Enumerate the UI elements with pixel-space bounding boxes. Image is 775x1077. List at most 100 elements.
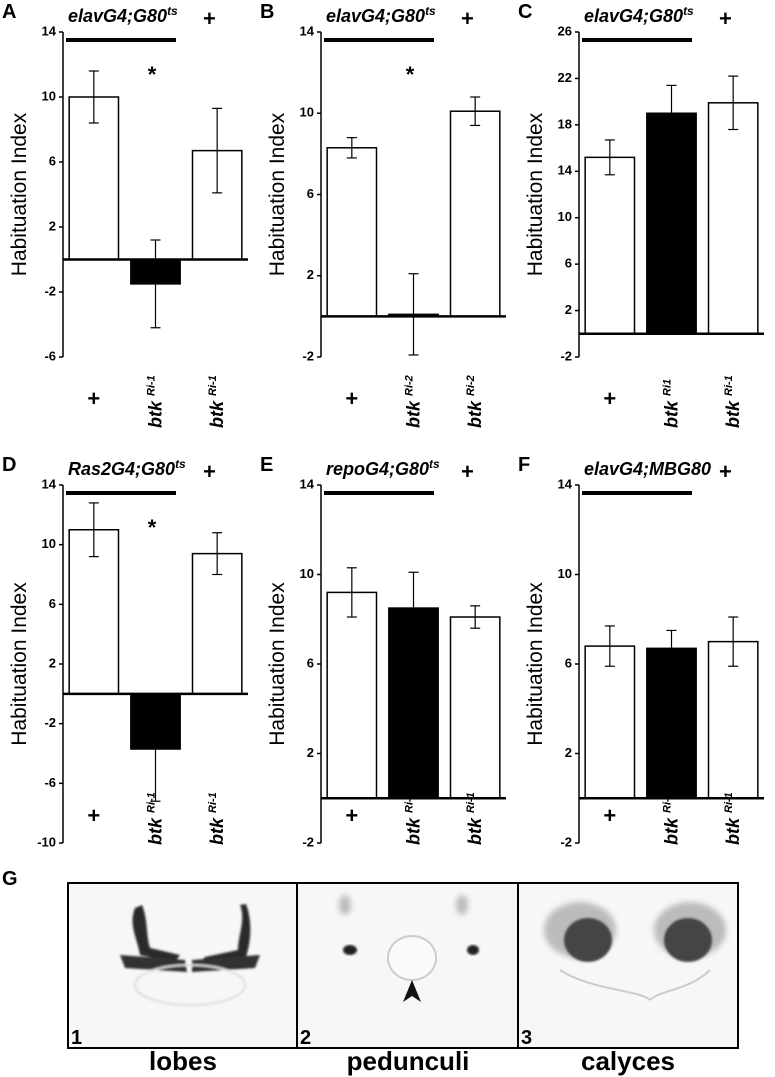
chart-title: elavG4;MBG80 <box>584 459 711 479</box>
bar <box>584 156 636 335</box>
title-superscript: ts <box>175 457 186 471</box>
title-text: elavG4;G80 <box>68 6 167 26</box>
y-tick-label: 14 <box>300 476 315 491</box>
x-tick-label: btk Ri-1 <box>465 792 485 845</box>
x-tick-label: btk Ri-1 <box>404 792 424 845</box>
chart-title: repoG4;G80ts <box>326 457 440 479</box>
y-tick-label: 2 <box>49 218 56 233</box>
title-suffix: + <box>203 459 216 484</box>
y-axis-label: Habituation Index <box>8 112 31 276</box>
x-tick-label: + <box>345 803 358 828</box>
x-tick-label: btk Ri1 <box>662 379 682 428</box>
y-tick-label: 2 <box>307 267 314 282</box>
image-caption: lobes <box>149 1046 217 1076</box>
y-tick-label: -2 <box>302 348 314 363</box>
y-tick-label: -6 <box>44 348 56 363</box>
x-tick-label: btk Ri-1 <box>207 375 227 428</box>
title-text: repoG4;G80 <box>326 459 429 479</box>
bar <box>646 647 697 800</box>
title-superscript: ts <box>425 4 436 18</box>
y-tick-label: -2 <box>302 834 314 849</box>
y-tick-label: 2 <box>565 302 572 317</box>
micrograph-calyces <box>544 902 726 1001</box>
panel-letter: E <box>260 454 273 476</box>
image-caption: pedunculi <box>347 1046 470 1076</box>
y-axis-label: Habituation Index <box>266 112 289 276</box>
title-suffix: + <box>461 459 474 484</box>
y-tick-label: 10 <box>558 566 572 581</box>
x-tick-label: btk Ri-1 <box>146 792 166 845</box>
x-tick-label: btk Ri-1 <box>207 792 227 845</box>
y-tick-label: -2 <box>44 283 56 298</box>
x-tick-label: + <box>603 803 616 828</box>
y-tick-label: -2 <box>560 834 572 849</box>
image-number: 2 <box>300 1027 311 1049</box>
x-tick-label: btk Ri-1 <box>723 792 743 845</box>
title-suffix: + <box>719 459 732 484</box>
micrograph-pedunculi <box>339 895 479 1002</box>
title-superscript: ts <box>167 4 178 18</box>
y-tick-label: 14 <box>42 23 57 38</box>
bar <box>68 96 120 261</box>
panel-letter: A <box>2 1 16 23</box>
image-number: 1 <box>71 1027 82 1049</box>
y-axis-label: Habituation Index <box>266 582 289 746</box>
image-caption: calyces <box>581 1046 675 1076</box>
panel-letter: G <box>2 868 18 890</box>
y-axis-label: Habituation Index <box>8 582 31 746</box>
chart-title: elavG4;G80ts <box>326 4 436 26</box>
bar <box>449 616 501 800</box>
y-tick-label: -2 <box>44 715 56 730</box>
bar <box>646 112 697 335</box>
y-tick-label: 6 <box>49 596 56 611</box>
chart-panel: D Ras2G4;G80ts + * Habituation Index -10 -6 -2 2… <box>2 454 248 849</box>
y-tick-label: 2 <box>307 745 314 760</box>
title-text: Ras2G4;G80 <box>68 459 175 479</box>
y-tick-label: 14 <box>300 23 315 38</box>
title-suffix: + <box>461 6 474 31</box>
significance-marker: * <box>406 62 415 87</box>
panel-letter: B <box>260 1 274 23</box>
y-tick-label: 6 <box>307 655 314 670</box>
title-suffix: + <box>203 6 216 31</box>
y-tick-label: 14 <box>558 476 573 491</box>
image-panel: G 1 2 3 lobe <box>2 868 739 1076</box>
y-tick-label: -2 <box>560 348 572 363</box>
title-superscript: ts <box>683 4 694 18</box>
bar <box>707 102 759 335</box>
bar <box>584 645 636 799</box>
y-tick-label: -6 <box>44 775 56 790</box>
y-tick-label: 6 <box>565 256 572 271</box>
panel-letter: C <box>518 1 532 23</box>
y-tick-label: 6 <box>307 186 314 201</box>
y-tick-label: 18 <box>558 116 572 131</box>
x-tick-label: btk Ri-1 <box>723 375 743 428</box>
x-tick-label: btk Ri-2 <box>404 375 424 428</box>
panel-letter: D <box>2 454 16 476</box>
panel-letter: F <box>518 454 530 476</box>
y-axis-label: Habituation Index <box>524 582 547 746</box>
y-tick-label: 14 <box>42 476 57 491</box>
bar <box>326 147 378 318</box>
y-tick-label: 10 <box>300 566 314 581</box>
x-tick-label: + <box>87 386 100 411</box>
y-tick-label: 2 <box>565 745 572 760</box>
significance-marker: * <box>148 515 157 540</box>
bar <box>326 591 378 800</box>
y-tick-label: 22 <box>558 70 572 85</box>
image-number: 3 <box>521 1027 532 1049</box>
x-tick-label: + <box>345 386 358 411</box>
x-tick-label: btk Ri-1 <box>146 375 166 428</box>
y-tick-label: 14 <box>558 163 573 178</box>
y-tick-label: 6 <box>49 153 56 168</box>
y-tick-label: 6 <box>565 655 572 670</box>
significance-marker: * <box>148 62 157 87</box>
title-text: elavG4;MBG80 <box>584 459 711 479</box>
y-tick-label: 26 <box>558 23 572 38</box>
